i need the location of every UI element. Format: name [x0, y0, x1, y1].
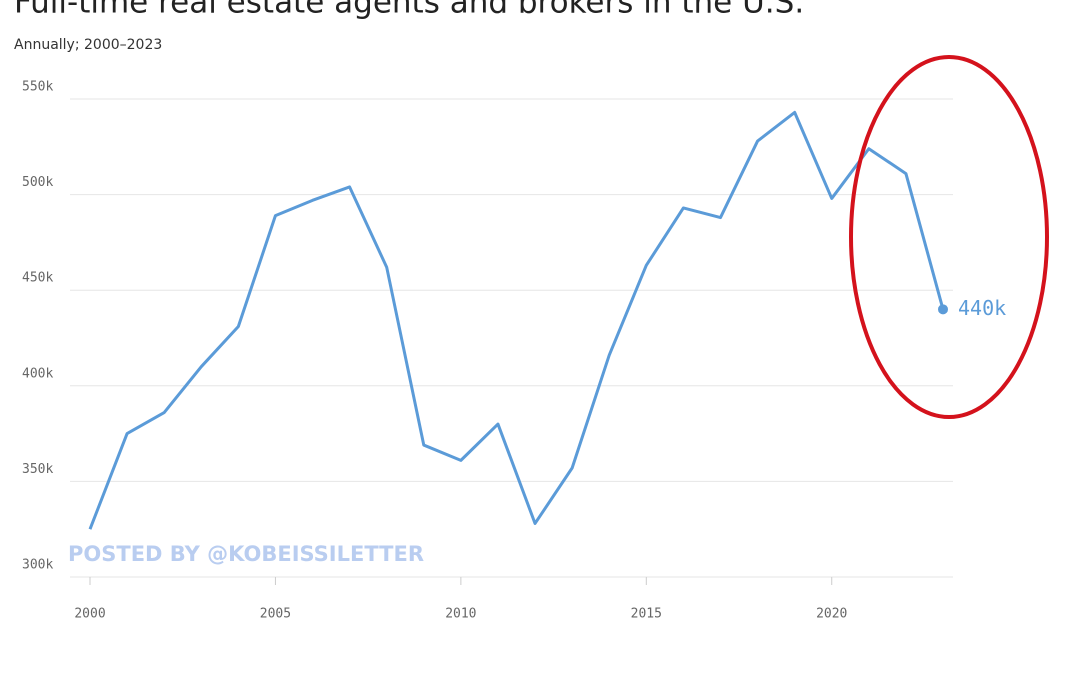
x-tick-label: 2005: [260, 607, 291, 622]
grid: 300k 350k 400k 450k 500k 550k 2000 2005 2010 2015…: [22, 80, 953, 622]
line: [88, 110, 945, 530]
y-tick-label: 500k: [22, 175, 53, 190]
x-tick-label: 2010: [445, 607, 476, 622]
y-tick-label: 350k: [22, 462, 53, 477]
end-point: [938, 304, 948, 315]
data-label: 440k: [958, 296, 1006, 320]
watermark: POSTED BY @KOBEISSILETTER: [68, 542, 424, 566]
chart-subtitle: Annually; 2000–2023: [14, 37, 162, 53]
y-tick-label: 300k: [22, 558, 53, 573]
y-tick-label: 450k: [22, 271, 53, 286]
x-tick-label: 2020: [816, 607, 847, 622]
highlight-ellipse: [849, 55, 1049, 419]
x-tick-label: 2015: [631, 607, 662, 622]
plot: 440k: [88, 110, 1006, 530]
x-tick-label: 2000: [74, 607, 105, 622]
y-tick-label: 550k: [22, 80, 53, 95]
chart-title: Full-time real estate agents and brokers…: [14, 0, 804, 21]
y-tick-label: 400k: [22, 366, 53, 381]
